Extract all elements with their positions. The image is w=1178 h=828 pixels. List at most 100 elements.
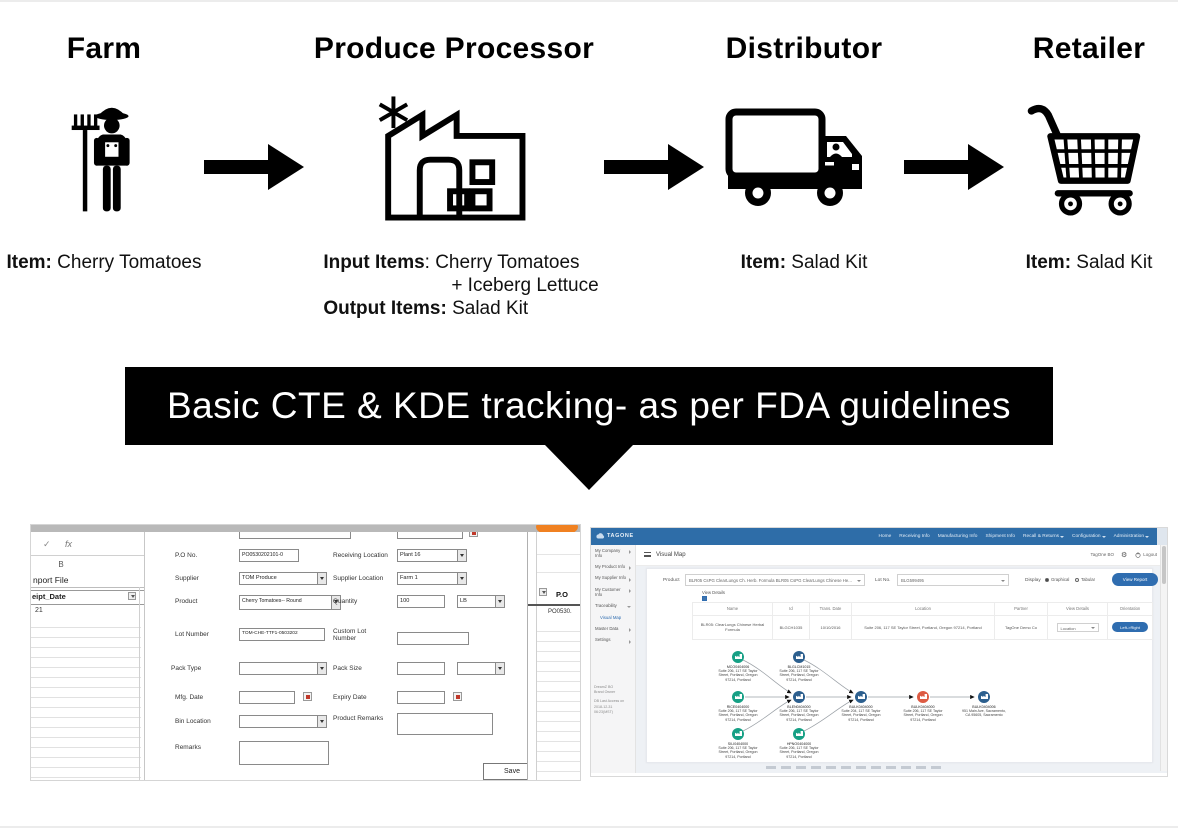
scrollbar-thumb[interactable] [1162, 545, 1166, 584]
stage-title-distributor: Distributor [725, 32, 883, 65]
pack-size-unit-select[interactable] [457, 661, 505, 675]
filter-caret-icon[interactable] [539, 587, 547, 596]
receiving-location-select[interactable]: Plant 16 [397, 548, 467, 562]
pack-size-field[interactable] [397, 661, 445, 675]
column-header-b[interactable]: B [58, 559, 64, 569]
logout-button[interactable]: Logout [1143, 552, 1157, 558]
bin-location-label: Bin Location [175, 717, 211, 725]
dropdown-caret-icon[interactable] [317, 662, 326, 674]
graph-node[interactable] [793, 727, 805, 740]
graph-node[interactable] [917, 690, 929, 703]
calendar-icon[interactable] [469, 531, 478, 537]
product-remarks-textarea[interactable] [397, 712, 493, 735]
nav-item-shipment-info[interactable]: Shipment Info [985, 533, 1016, 539]
mfg-date-field[interactable] [239, 690, 295, 704]
stage-caption-distributor: Item: Salad Kit [740, 252, 868, 273]
po-field[interactable]: PO0530202101-0 [239, 548, 299, 562]
screenshots-row: ✓ fx B nport File eipt_Date 21 SHIP05302… [0, 523, 1178, 786]
tagone-logo[interactable]: TAGONE [596, 533, 634, 539]
graph-node[interactable] [978, 690, 990, 703]
quantity-field[interactable]: 100 [397, 594, 445, 608]
sidebar-item-traceability[interactable]: Traceability [591, 600, 635, 611]
column-header-po[interactable]: P.O [556, 589, 568, 599]
scrollbar[interactable] [1160, 544, 1167, 771]
dropdown-caret-icon[interactable] [495, 662, 504, 674]
nav-scroll-corner [1157, 527, 1167, 545]
hamburger-icon[interactable] [644, 552, 651, 558]
view-details-select[interactable]: Location [1056, 622, 1099, 632]
calendar-icon[interactable] [303, 691, 312, 701]
sidebar-item-my-product-info[interactable]: My Product Info [591, 561, 635, 572]
po-label: P.O No. [175, 551, 198, 559]
page-title: Visual Map [656, 551, 686, 558]
column-header-receipt-date[interactable]: eipt_Date [32, 591, 66, 601]
nav-item-configuration[interactable]: Configuration [1072, 534, 1106, 539]
expiry-date-field[interactable] [397, 690, 445, 704]
lot-number-field[interactable]: TOM-CHE-TTF1-0503202 [239, 627, 325, 641]
user-label[interactable]: TagOne BO [1090, 552, 1114, 558]
receiving-location-label: Receiving Location [333, 551, 388, 559]
supplier-select[interactable]: TOM Produce [239, 571, 327, 585]
excel-right-strip: P.O PO0530. [528, 531, 580, 780]
dropdown-caret-icon[interactable] [317, 715, 326, 727]
farmer-icon [65, 66, 143, 251]
sidebar-item-visual-map[interactable]: Visual Map [600, 614, 622, 620]
dropdown-caret-icon[interactable] [457, 549, 466, 561]
filter-caret-icon[interactable] [128, 591, 136, 600]
bin-location-select[interactable] [239, 714, 327, 728]
excel-left-strip: ✓ fx B nport File eipt_Date 21 [31, 531, 149, 780]
graph-node[interactable] [732, 690, 744, 703]
nav-item-receiving-info[interactable]: Receiving Info [899, 533, 930, 539]
graph-node[interactable] [732, 650, 744, 663]
save-button[interactable]: Save [483, 762, 527, 780]
sidebar-item-master-data[interactable]: Master Data [591, 623, 635, 634]
nav-item-administration[interactable]: Administration [1114, 534, 1150, 539]
orientation-button[interactable]: Left->Right [1112, 622, 1148, 633]
check-icon[interactable]: ✓ [43, 538, 51, 549]
cloud-icon [596, 533, 605, 539]
product-label: Product [175, 597, 198, 605]
remarks-textarea[interactable] [239, 740, 329, 765]
gear-icon[interactable]: ⚙ [1120, 550, 1128, 559]
sidebar-item-my-company-info[interactable]: My Company Info [591, 545, 635, 561]
radio-tabular[interactable] [1075, 577, 1079, 582]
sidebar-item-settings[interactable]: Settings [591, 634, 635, 645]
view-details-checkbox[interactable] [702, 595, 707, 601]
fx-icon[interactable]: fx [65, 538, 73, 549]
radio-graphical[interactable] [1045, 577, 1049, 582]
power-icon[interactable] [1135, 551, 1141, 558]
banner-text: Basic CTE & KDE tracking- as per FDA gui… [167, 384, 1011, 426]
graph-node[interactable] [793, 650, 805, 663]
product-select[interactable]: Cherry Tomatoes-- Round [239, 594, 341, 610]
graph-node[interactable] [793, 690, 805, 703]
graph-node[interactable] [732, 727, 744, 740]
nav-item-manufacturing-info[interactable]: Manufacturing Info [937, 533, 978, 539]
dropdown-caret-icon[interactable] [317, 572, 326, 584]
graph-node[interactable] [855, 690, 867, 703]
cell-import-file: nport File [33, 574, 69, 585]
lot-control-input[interactable]: BLG599495 [897, 573, 1009, 586]
dropdown-caret-icon[interactable] [495, 595, 504, 607]
dropdown-caret-icon[interactable] [331, 595, 340, 609]
dropdown-caret-icon[interactable] [457, 572, 466, 584]
supplier-location-select[interactable]: Farm 1 [397, 571, 467, 585]
view-report-button[interactable]: View Report [1112, 572, 1158, 586]
nav-item-recall-returns[interactable]: Recall & Returns [1023, 534, 1065, 539]
shopping-cart-icon [1023, 66, 1155, 251]
frozen-factory-icon [375, 66, 533, 251]
quantity-unit-select[interactable]: LB [457, 594, 505, 608]
shipment-no-field[interactable]: SHIP05302021-03 [239, 531, 351, 539]
custom-lot-field[interactable] [397, 631, 469, 645]
stage-produce-processor: Produce Processor Input Items: Cherry [304, 32, 604, 321]
pack-type-select[interactable] [239, 661, 327, 675]
product-control-select[interactable]: BLR05 CsPG ClearLungs Ch. Herb. Formula … [685, 573, 865, 586]
quantity-label: Quantity [333, 597, 358, 605]
sidebar-item-my-customer-info[interactable]: My Customer Info [591, 584, 635, 600]
arrow-right-icon [204, 144, 304, 190]
app-toolbar: Visual Map TagOne BO ⚙ Logout [636, 544, 1167, 566]
sidebar-item-my-supplier-info[interactable]: My Supplier Info [591, 572, 635, 583]
calendar-icon[interactable] [453, 691, 462, 701]
receipt-date-field[interactable]: 06/02/2021 [397, 531, 463, 539]
table-row: BLR05: ClearLungs Chinese Herbal Formula… [692, 614, 1153, 640]
nav-item-home[interactable]: Home [878, 533, 892, 539]
